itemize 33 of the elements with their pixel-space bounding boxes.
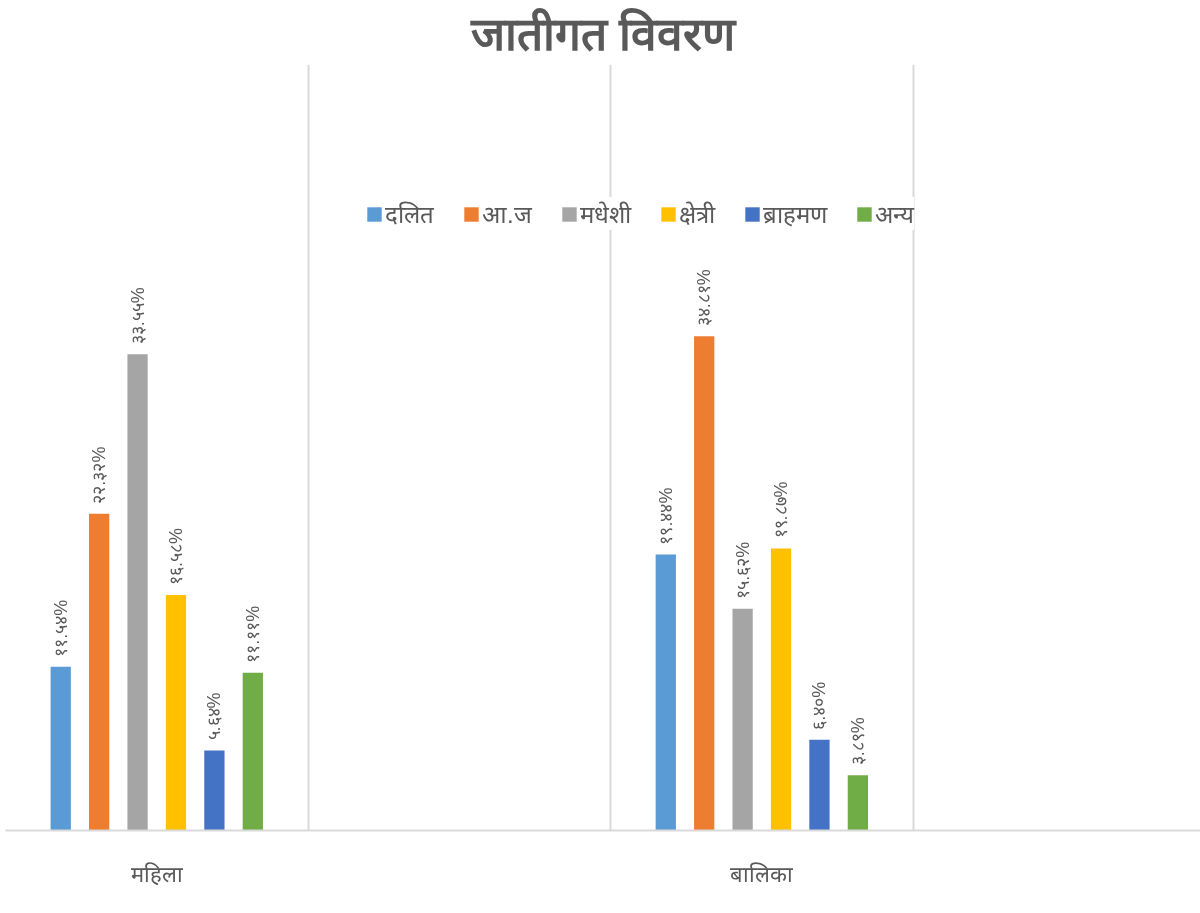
- data-label: ११.५४%: [50, 599, 71, 657]
- data-label: १९.४४%: [655, 487, 676, 545]
- data-label: ३३.५५%: [127, 287, 148, 345]
- bar: [732, 608, 753, 831]
- legend-label: अन्य: [874, 200, 914, 230]
- legend-label: क्षेत्री: [678, 200, 715, 230]
- legend-label: मधेशी: [579, 200, 631, 230]
- data-label: ३.८९%: [847, 717, 868, 766]
- legend-label: आ.ज: [482, 200, 532, 230]
- data-label: १६.५८%: [165, 528, 186, 586]
- bar: [809, 739, 830, 831]
- data-label: ५.६४%: [204, 692, 225, 741]
- bar: [242, 672, 263, 831]
- bar: [89, 513, 110, 831]
- bar: [694, 336, 715, 831]
- legend-label: ब्राहमण: [762, 200, 827, 230]
- bar: [127, 354, 148, 831]
- x-tick-label: महिला: [130, 861, 183, 887]
- data-label: १५.६२%: [732, 541, 753, 599]
- bar: [770, 548, 792, 831]
- bar: [165, 595, 187, 831]
- chart-title: जातीगत विवरण: [469, 7, 738, 60]
- data-label: २२.३२%: [89, 446, 110, 504]
- bar: [50, 666, 71, 831]
- data-label: ३४.८१%: [694, 269, 715, 327]
- data-label: १९.८७%: [771, 481, 792, 539]
- data-label: ६.४०%: [809, 681, 830, 730]
- bar: [655, 554, 676, 831]
- bar: [204, 750, 225, 831]
- data-label: ११.११%: [242, 605, 263, 663]
- legend-label: दलित: [385, 200, 434, 230]
- bar: [847, 775, 869, 831]
- x-tick-label: बालिका: [730, 861, 794, 887]
